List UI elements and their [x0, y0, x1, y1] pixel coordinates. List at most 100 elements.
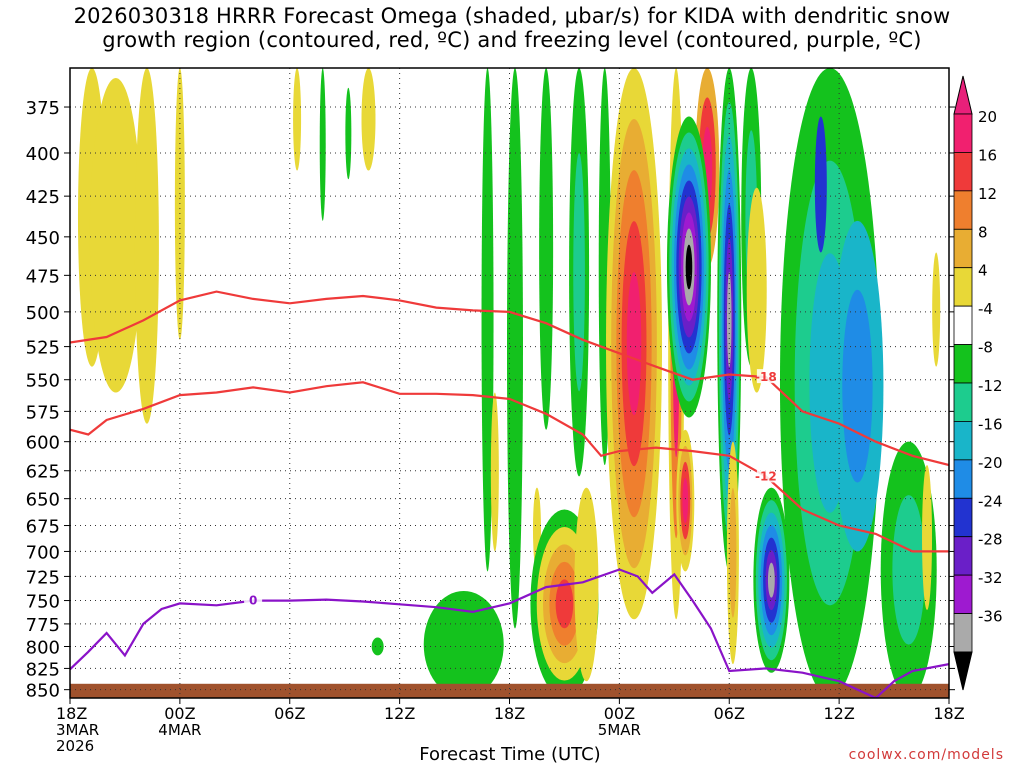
colorbar-bottom-arrow — [953, 651, 973, 691]
yellow-blob-c-0 — [134, 68, 159, 424]
x-tick-label-30: 00Z — [604, 704, 635, 723]
contour-label-bg-0 — [756, 369, 775, 384]
x-tick-year-0: 2026 — [56, 737, 94, 755]
colorbar-swatch-6 — [953, 344, 973, 384]
neg-core-b-6 — [726, 272, 732, 368]
yellow-low-side-1 — [729, 488, 737, 618]
x-tick-date-0: 3MAR — [56, 721, 99, 739]
green-streak-a-0 — [481, 68, 494, 572]
colorbar-swatch-3 — [953, 228, 973, 269]
y-tick-label-750: 750 — [26, 592, 60, 613]
x-tick-date-6: 4MAR — [158, 721, 201, 739]
yellow-right-0 — [932, 252, 941, 367]
x-tick-label-12: 06Z — [274, 704, 305, 723]
colorbar-label-9: -20 — [978, 454, 1003, 472]
neg-core-a-8 — [685, 244, 693, 290]
blue-dot-0 — [814, 116, 827, 253]
colorbar-swatch-13 — [953, 613, 973, 653]
colorbar-label-1: 16 — [978, 146, 997, 164]
colorbar-swatch-5 — [953, 305, 973, 345]
yellow-right-2-0 — [922, 465, 933, 610]
y-tick-label-475: 475 — [26, 266, 60, 287]
y-tick-label-575: 575 — [26, 402, 60, 423]
y-tick-label-675: 675 — [26, 517, 60, 538]
x-tick-label-6: 00Z — [164, 704, 195, 723]
contour-line-0 — [70, 290, 949, 467]
axes: 375 400 425 450 475 500 525 550 575 600 625 650 675 7… — [26, 67, 965, 755]
colorbar-label-6: -8 — [978, 339, 993, 357]
y-tick-label-525: 525 — [26, 338, 60, 359]
chart-title: 2026030318 HRRR Forecast Omega (shaded, … — [0, 4, 1024, 52]
x-tick-label-48: 18Z — [933, 704, 964, 723]
colorbar-swatch-0 — [953, 113, 973, 153]
y-tick-label-650: 650 — [26, 490, 60, 511]
pink-mid-3 — [682, 478, 689, 524]
contour-lines: -18 -12 0 — [70, 290, 949, 698]
contour-label-bg-2 — [244, 592, 263, 607]
y-tick-label-825: 825 — [26, 659, 60, 680]
x-tick-label-24: 18Z — [494, 704, 525, 723]
title-line-1: 2026030318 HRRR Forecast Omega (shaded, … — [73, 4, 951, 28]
contour-line-1 — [70, 381, 949, 553]
colorbar-swatch-7 — [953, 382, 973, 422]
colorbar-top-arrow — [953, 75, 973, 115]
omega-shaded-field — [70, 68, 949, 698]
y-tick-label-775: 775 — [26, 615, 60, 636]
x-tick-label-36: 06Z — [714, 704, 745, 723]
yellow-blob-e-0 — [361, 68, 376, 171]
yellow-low-c-0 — [574, 487, 599, 682]
colorbar-label-3: 8 — [978, 223, 988, 241]
y-tick-label-550: 550 — [26, 371, 60, 392]
colorbar-label-13: -36 — [978, 608, 1003, 626]
colorbar-label-5: -4 — [978, 300, 993, 318]
title-line-2: growth region (contoured, red, ºC) and f… — [102, 28, 922, 52]
y-tick-label-625: 625 — [26, 462, 60, 483]
y-tick-label-400: 400 — [26, 144, 60, 165]
colorbar-label-4: 4 — [978, 262, 988, 280]
colorbar-swatch-12 — [953, 574, 973, 614]
neg-low-core-6 — [767, 562, 775, 598]
green-sliver-b-0 — [345, 87, 352, 180]
colorbar-label-2: 12 — [978, 185, 997, 203]
colorbar-label-8: -16 — [978, 415, 1003, 433]
x-tick-label-18: 12Z — [384, 704, 415, 723]
yellow-blob-f-0 — [293, 68, 302, 171]
y-tick-label-700: 700 — [26, 542, 60, 563]
source-credit[interactable]: coolwx.com/models — [848, 747, 1004, 763]
green-streak-c-0 — [539, 68, 554, 430]
contour-label-2: 0 — [249, 594, 257, 608]
colorbar-label-11: -28 — [978, 531, 1003, 549]
green-right-low-1 — [892, 495, 926, 645]
green-low-d-0 — [371, 637, 384, 656]
y-tick-label-600: 600 — [26, 433, 60, 454]
colorbar-swatch-4 — [953, 267, 973, 307]
y-tick-label-500: 500 — [26, 303, 60, 324]
colorbar-swatch-10 — [953, 497, 973, 538]
green-streak-b-0 — [506, 68, 523, 629]
y-tick-label-725: 725 — [26, 567, 60, 588]
x-tick-label-42: 12Z — [823, 704, 854, 723]
green-sliver-a-0 — [319, 68, 326, 221]
y-tick-label-800: 800 — [26, 638, 60, 659]
contour-label-bg-1 — [756, 468, 775, 483]
y-tick-label-450: 450 — [26, 228, 60, 249]
colorbar-swatch-8 — [953, 421, 973, 461]
blue-right-1 — [842, 289, 873, 483]
colorbar-swatch-1 — [953, 152, 973, 192]
x-tick-label-0: 18Z — [56, 704, 87, 723]
grid-lines — [69, 68, 950, 698]
colorbar-label-7: -12 — [978, 377, 1003, 395]
pink-column-4 — [626, 272, 642, 416]
x-tick-date-30: 5MAR — [598, 721, 641, 739]
colorbar-swatch-9 — [953, 459, 973, 499]
green-streak-d-1 — [573, 153, 585, 392]
warm-low-b-4 — [555, 579, 574, 629]
colorbar-label-10: -24 — [978, 492, 1003, 510]
colorbar-label-12: -32 — [978, 569, 1003, 587]
y-tick-label-375: 375 — [26, 98, 60, 119]
terrain-strip — [70, 683, 949, 698]
yellow-blob-b-0 — [89, 77, 142, 393]
contour-line-2 — [70, 568, 949, 698]
colorbar-swatch-2 — [953, 190, 973, 230]
